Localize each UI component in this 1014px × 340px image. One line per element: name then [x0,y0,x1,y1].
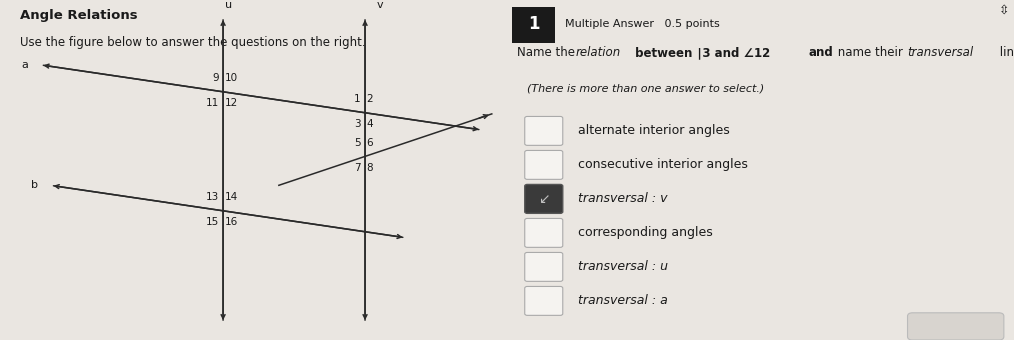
Text: transversal : u: transversal : u [578,260,668,273]
Text: 1: 1 [528,16,539,33]
Text: u: u [224,0,232,10]
Text: line.: line. [996,46,1014,59]
Text: alternate interior angles: alternate interior angles [578,124,730,137]
FancyBboxPatch shape [525,184,563,214]
Text: ↙: ↙ [538,192,550,206]
Text: name their: name their [834,46,907,59]
Text: transversal : a: transversal : a [578,294,668,307]
Text: b: b [31,180,39,190]
Text: 3: 3 [354,119,361,130]
Text: 7: 7 [354,163,361,173]
Text: 9: 9 [212,73,219,83]
Text: Multiple Answer   0.5 points: Multiple Answer 0.5 points [566,19,720,30]
Text: Name the: Name the [517,46,579,59]
FancyBboxPatch shape [525,218,563,248]
FancyBboxPatch shape [525,116,563,146]
FancyBboxPatch shape [525,252,563,282]
Text: relation: relation [576,46,621,59]
Text: transversal: transversal [908,46,973,59]
Text: transversal : v: transversal : v [578,192,667,205]
FancyBboxPatch shape [512,7,556,42]
Text: consecutive interior angles: consecutive interior angles [578,158,748,171]
Text: 15: 15 [206,218,219,227]
Text: v: v [377,0,383,10]
Text: 6: 6 [366,138,373,148]
Text: 16: 16 [224,218,237,227]
Text: 1: 1 [354,94,361,104]
Text: 14: 14 [224,192,237,202]
Text: 2: 2 [366,94,373,104]
Text: 11: 11 [206,99,219,108]
FancyBboxPatch shape [525,286,563,316]
Text: Angle Relations: Angle Relations [20,8,138,21]
Text: 12: 12 [224,99,237,108]
Text: 8: 8 [366,163,373,173]
Text: corresponding angles: corresponding angles [578,226,713,239]
Text: Use the figure below to answer the questions on the right.: Use the figure below to answer the quest… [20,36,366,49]
FancyBboxPatch shape [908,313,1004,340]
Text: 5: 5 [354,138,361,148]
Text: and: and [809,46,834,59]
FancyBboxPatch shape [525,150,563,180]
Text: between ∣3 and ∠12: between ∣3 and ∠12 [631,46,775,59]
Text: 13: 13 [206,192,219,202]
Text: ⇳: ⇳ [999,3,1009,16]
Text: a: a [21,60,28,70]
Text: 4: 4 [366,119,373,130]
Text: 10: 10 [224,73,237,83]
Text: (There is more than one answer to select.): (There is more than one answer to select… [527,83,765,94]
